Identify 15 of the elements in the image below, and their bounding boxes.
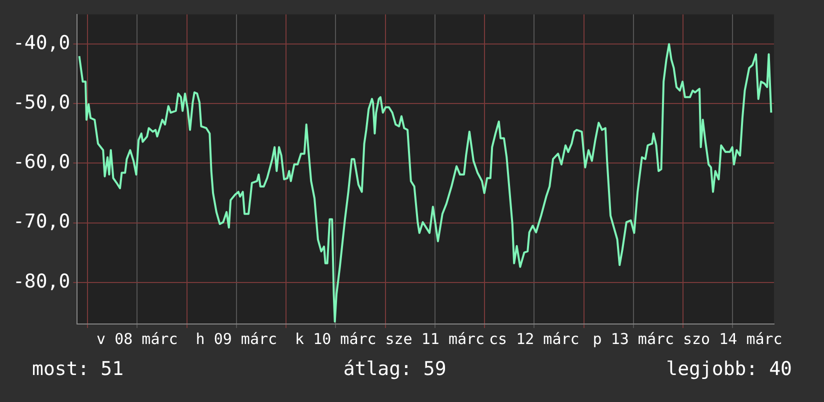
text: legjobb: 40: [666, 358, 792, 380]
y-tick-label: -70,0: [12, 210, 70, 233]
x-tick-label: szo 14 márc: [682, 330, 782, 348]
x-tick-label: p 13 márc: [592, 330, 674, 348]
x-tick-label: h 09 márc: [196, 330, 278, 348]
x-tick-label: cs 12 márc: [488, 330, 580, 348]
y-tick-label: -40,0: [12, 32, 70, 54]
x-tick-label: v 08 márc: [96, 330, 178, 348]
x-tick-label: k 10 márc: [295, 330, 376, 348]
y-tick-label: -50,0: [12, 92, 70, 114]
y-tick-label: -80,0: [12, 270, 70, 292]
x-tick-label: sze 11 márc: [385, 330, 485, 348]
y-tick-label: -60,0: [12, 151, 70, 174]
text: átlag: 59: [343, 358, 446, 380]
text: most: 51: [32, 358, 124, 380]
